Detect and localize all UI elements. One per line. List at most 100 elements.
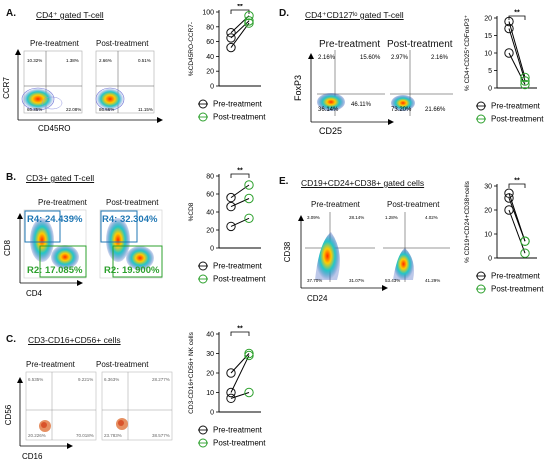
y-tick-label: 20 [206,228,214,235]
post-point [244,11,254,21]
post-point [244,213,254,223]
flow-plots-d: 2.16% 15.60% 36.14% 46.11% 2.97% 2.16% 7… [293,50,453,136]
post-point [244,18,254,28]
flow-plot-post: 1.28% 4.02% 53.43% 41.29% [383,212,450,283]
density-scatter [317,93,345,111]
panel-c: C. CD3-CD16+CD56+ cells Pre-treatment Po… [0,322,275,470]
post-condition-label: Post-treatment [387,200,440,209]
quad-lr: 41.29% [425,278,440,283]
pair-line [508,28,526,82]
gate-r4: R4: 24.439% [27,214,83,225]
quad-ul: 1.28% [385,215,398,220]
significance-bracket [508,15,526,20]
y-tick-label: 0 [488,256,492,263]
y-tick-label: 40 [206,210,214,217]
legend-pre-label: Pre-treatment [213,262,263,271]
pair-line [230,184,250,199]
pre-point [504,48,514,58]
y-tick-label: 80 [206,24,214,31]
legend-pre-label: Pre-treatment [213,426,263,435]
significance-bracket [230,173,250,178]
flow-plot-pre: 6.535% 9.221% 20.226% 70.018% [25,371,97,441]
density-scatter [106,218,130,262]
post-point [520,72,530,83]
pre-point [226,387,236,398]
quad-lr: 22.08% [66,107,81,112]
density-scatter [391,95,415,111]
quad-ur: 1.38% [66,58,79,63]
panel-title: CD4⁺CD127ˡᵒ gated T-cell [305,10,404,20]
pre-point [226,393,236,404]
significance-stars: ** [237,4,243,11]
quad-lr: 38.577% [152,433,170,438]
y-tick-label: 5 [488,68,492,75]
significance-bracket [508,183,526,188]
panel-b: B. CD3+ gated T-cell Pre-treatment Post-… [0,162,275,322]
pre-point [504,193,514,203]
panel-a: A. CD4⁺ gated T-cell Pre-treatment Post-… [0,0,275,160]
pair-line [508,209,526,254]
legend-post-label: Post-treatment [213,275,266,284]
y-tick-label: 0 [210,410,214,417]
panel-title: CD19+CD24+CD38+ gated cells [301,178,425,188]
y-axis-title: %CD8 [188,202,195,221]
quad-ul: 2.66% [99,58,112,63]
x-axis-label: CD25 [319,126,342,136]
quad-ll: 53.43% [385,278,400,283]
post-condition-label: Post-treatment [96,360,149,369]
significance-stars: ** [514,178,520,185]
pair-line [230,22,250,48]
y-tick-label: 60 [206,192,214,199]
post-condition-label: Post-treatment [106,198,159,207]
x-axis-label: CD24 [307,294,328,303]
y-tick-label: 80 [206,174,214,181]
quad-ur: 9.221% [78,377,93,382]
pre-point [226,33,236,43]
quad-ul: 10.32% [27,58,42,63]
y-tick-label: 0 [488,86,492,93]
legend-pre-label: Pre-treatment [491,272,541,281]
y-axis-label: CD8 [3,239,12,256]
y-tick-label: 10 [484,232,492,239]
gate-r4: R4: 32.304% [102,214,158,225]
pair-line [508,52,526,85]
density-contour [96,88,124,110]
panel-title: CD4⁺ gated T-cell [36,10,104,20]
panel-title: CD3+ gated T-cell [26,173,95,183]
panel-e: E. CD19+CD24+CD38+ gated cells Pre-treat… [275,162,550,322]
post-point [520,76,530,86]
pre-point [226,192,236,203]
flow-plot-pre: 3.09% 28.14% 37.70% 31.07% [305,212,375,283]
flow-plots-a: 10.32% 1.38% 66.35% 22.08% 2.66% 0.51% 8… [2,49,163,133]
quad-ur: 15.60% [360,55,381,61]
pre-point [226,28,236,38]
legend-post-label: Post-treatment [213,439,266,448]
flow-plot-post: 6.363% 28.277% 23.783% 38.577% [101,371,173,441]
pre-point [226,42,236,53]
quad-lr: 31.07% [349,278,364,283]
pre-condition-label: Pre-treatment [30,39,79,48]
flow-plot-post: 2.66% 0.51% 86.56% 11.15% [95,50,155,114]
gate-r2: R2: 19.900% [104,265,160,276]
y-tick-label: 20 [484,208,492,215]
pair-line [230,355,250,393]
quad-ul: 2.97% [391,55,409,61]
post-point [244,348,254,359]
quad-ul: 6.363% [104,377,119,382]
quad-lr: 11.15% [138,107,153,112]
quad-ll: 23.783% [104,433,122,438]
y-axis-title: % CD19+CD24+CD38+cells [464,180,471,263]
density-contour [22,88,54,110]
quad-ll: 86.56% [99,107,114,112]
quad-ur: 0.51% [138,58,151,63]
quad-ul: 2.16% [318,55,336,61]
pre-point [504,16,514,27]
flow-plots-b: R4: 24.439% R2: 17.085% R4: 32.304% R2: … [3,209,163,298]
y-tick-label: 20 [484,16,492,23]
y-tick-label: 30 [206,351,214,358]
quad-ll: 37.70% [307,278,322,283]
y-axis-label: FoxP3 [293,75,303,101]
quad-lr: 46.11% [351,102,372,108]
post-condition-label: Post-treatment [387,39,453,50]
flow-plot-post: 2.97% 2.16% 73.20% 21.66% [390,50,453,116]
